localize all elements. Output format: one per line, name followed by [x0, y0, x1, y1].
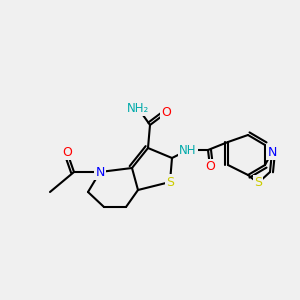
Text: O: O — [205, 160, 215, 173]
Text: N: N — [267, 146, 277, 158]
Text: S: S — [166, 176, 174, 188]
Text: NH: NH — [179, 143, 197, 157]
Text: NH₂: NH₂ — [127, 101, 149, 115]
Text: O: O — [161, 106, 171, 119]
Text: N: N — [95, 166, 105, 178]
Text: O: O — [62, 146, 72, 158]
Text: S: S — [254, 176, 262, 190]
